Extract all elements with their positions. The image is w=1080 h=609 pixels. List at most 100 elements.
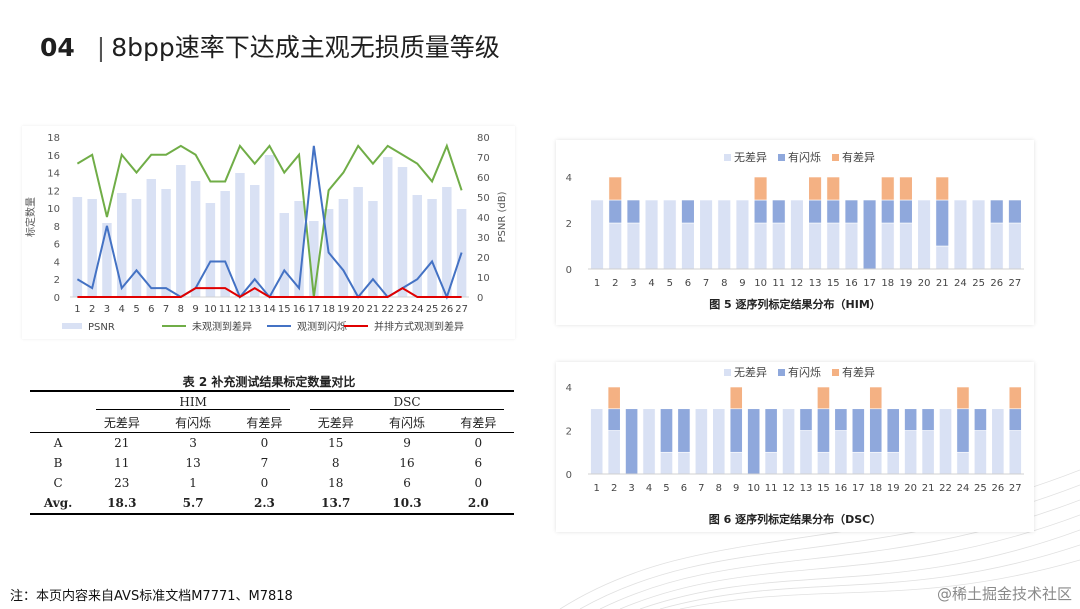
psnr-bar [368, 201, 378, 297]
side-by-side-diff-line [77, 286, 462, 299]
x-tick-label: 7 [698, 483, 704, 494]
x-tick-label: 27 [1009, 483, 1022, 494]
table-cell: 0 [474, 436, 483, 450]
x-tick-label: 16 [835, 483, 848, 494]
table-cell: 11 [114, 456, 130, 470]
no-diff-segment [844, 222, 859, 270]
table-cell: 2.3 [228, 493, 301, 515]
legend-label: 有差异 [842, 365, 875, 379]
x-tick-label: 20 [352, 304, 365, 315]
x-tick-label: 8 [721, 278, 727, 289]
x-tick-label: 25 [426, 304, 439, 315]
flicker-segment [869, 408, 883, 453]
y2-tick-label: 50 [477, 193, 490, 204]
chart-caption: 图 6 逐序列标定结果分布（DSC） [709, 512, 881, 526]
no-diff-segment [991, 408, 1005, 475]
no-diff-segment [834, 430, 848, 475]
x-tick-label: 22 [381, 304, 394, 315]
x-tick-label: 13 [809, 278, 822, 289]
x-tick-label: 17 [852, 483, 865, 494]
flicker-segment [899, 199, 913, 224]
y2-tick-label: 70 [477, 153, 490, 164]
flicker-segment [881, 199, 895, 224]
row-label: A [53, 436, 63, 450]
x-tick-label: 15 [827, 278, 840, 289]
legend-label: 有闪烁 [788, 150, 821, 164]
psnr-bar [131, 199, 142, 297]
flicker-segment [626, 199, 641, 224]
x-tick-label: 10 [747, 483, 760, 494]
psnr-bar [220, 191, 230, 297]
column-header: 有闪烁 [371, 412, 443, 433]
flicker-segment [625, 408, 639, 475]
x-tick-label: 11 [219, 304, 232, 315]
table-caption: 表 2 补充测试结果标定数量对比 [182, 375, 356, 389]
flicker-segment [753, 199, 768, 224]
flicker-segment [607, 408, 621, 431]
x-tick-label: 26 [991, 483, 1004, 494]
legend-label: 无差异 [734, 150, 767, 164]
no-diff-segment [607, 430, 621, 475]
table-cell: 16 [399, 456, 415, 470]
legend-label: 无差异 [734, 365, 767, 379]
legend-swatch [724, 154, 731, 161]
x-tick-label: 20 [918, 278, 931, 289]
x-tick-label: 5 [663, 483, 669, 494]
x-tick-label: 8 [716, 483, 722, 494]
flicker-segment [851, 408, 865, 453]
flicker-segment [772, 199, 786, 224]
no-diff-segment [1008, 430, 1022, 475]
table-row: B 11 13 7 8 16 6 [30, 453, 514, 473]
x-tick-label: 27 [1009, 278, 1022, 289]
x-tick-label: 12 [791, 278, 804, 289]
diff-segment [826, 176, 840, 201]
psnr-bar [235, 173, 245, 297]
flicker-segment [729, 408, 743, 453]
psnr-bar [442, 187, 452, 297]
psnr-bar [161, 189, 171, 297]
psnr-bar [176, 165, 186, 297]
no-diff-segment [660, 451, 673, 475]
no-diff-segment [590, 408, 604, 475]
no-diff-segment [904, 430, 918, 475]
slide-title: 04 | 8bpp速率下达成主观无损质量等级 [40, 28, 500, 64]
no-diff-segment [808, 222, 822, 270]
flicker-segment [764, 408, 778, 453]
x-tick-label: 26 [990, 278, 1003, 289]
comparison-table: HIM DSC 无差异 有闪烁 有差异 无差异 有闪烁 有差异 A 21 3 0… [30, 392, 514, 515]
y-tick-label: 2 [54, 275, 60, 286]
title-separator: | [96, 33, 106, 62]
flicker-segment [826, 199, 840, 224]
no-diff-line [76, 143, 463, 298]
psnr-bar [353, 187, 363, 297]
legend-swatch [778, 154, 785, 161]
psnr-bar [279, 213, 290, 297]
psnr-bar [264, 155, 275, 297]
legend-label: 有闪烁 [788, 365, 821, 379]
no-diff-segment [935, 245, 949, 270]
table-cell: 0 [260, 476, 269, 490]
chart-caption: 图 5 逐序列标定结果分布（HIM） [709, 297, 881, 311]
legend-label: 观测到闪烁 [297, 320, 347, 333]
table-row: C 23 1 0 18 6 0 [30, 473, 514, 493]
table-cell: 23 [114, 476, 130, 490]
no-diff-segment [782, 408, 795, 475]
x-tick-label: 19 [900, 278, 913, 289]
x-tick-label: 17 [307, 304, 320, 315]
legend-swatch-psnr [62, 323, 82, 329]
no-diff-segment [764, 451, 778, 475]
x-tick-label: 6 [148, 304, 154, 315]
y-tick-label: 4 [566, 383, 572, 394]
psnr-bar [294, 201, 304, 297]
x-tick-label: 8 [178, 304, 184, 315]
psnr-bar [412, 195, 423, 297]
flicker-segment [681, 199, 695, 224]
diff-segment [608, 176, 622, 201]
y-tick-label: 2 [566, 219, 572, 230]
y-tick-label: 2 [566, 427, 572, 438]
diff-segment [729, 386, 743, 410]
no-diff-segment [681, 222, 695, 270]
table-cell: 18 [328, 476, 344, 490]
